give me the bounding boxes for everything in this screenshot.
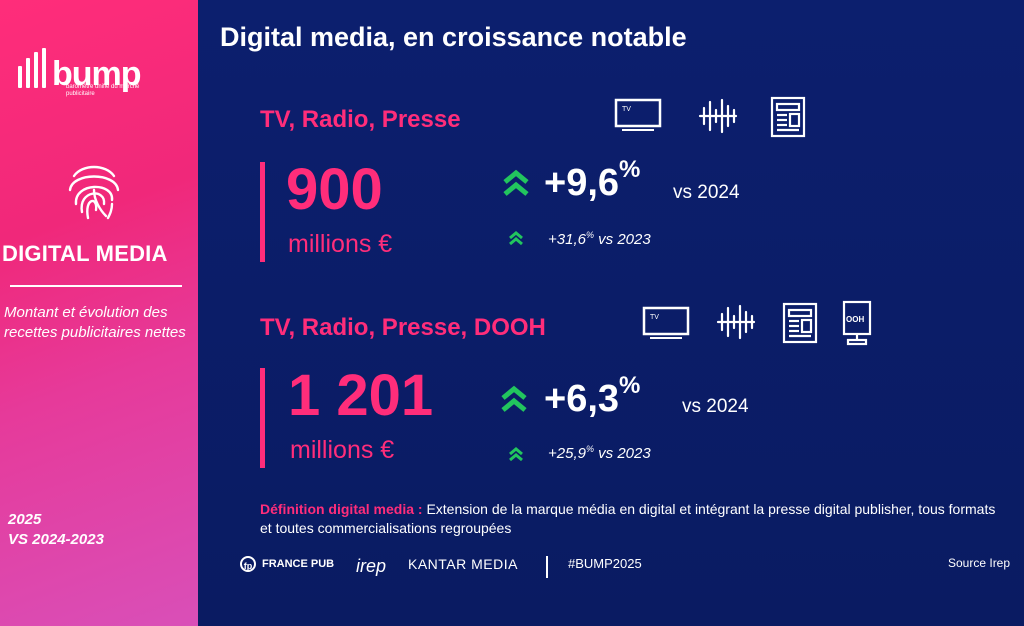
- tv-label: TV: [622, 106, 631, 113]
- years-label: 2025 VS 2024-2023: [8, 510, 104, 550]
- block2-heading: TV, Radio, Presse, DOOH: [260, 314, 546, 341]
- block1-growth2-value: +31,6: [548, 231, 586, 248]
- definition-label: Définition digital media :: [260, 501, 423, 517]
- newspaper-icon: [782, 302, 818, 344]
- block1-growth-vs: vs 2024: [673, 182, 740, 203]
- radio-icon: [698, 98, 738, 134]
- block2-growth2-sup: %: [585, 444, 594, 454]
- double-chevron-up-small-icon: [509, 231, 523, 246]
- block1-accent-bar: [260, 162, 265, 262]
- bump-logo: bump: [18, 48, 142, 93]
- tv-icon: TV: [642, 306, 690, 339]
- dooh-icon: OOH: [842, 300, 872, 346]
- block2-growth2-value: +25,9: [548, 445, 586, 462]
- section-description: Montant et évolution des recettes public…: [4, 304, 186, 341]
- block2-growth2-vs: vs 2023: [593, 445, 651, 462]
- radio-icon: [716, 304, 756, 340]
- block2-accent-bar: [260, 368, 265, 468]
- block2-growth-value: +6,3: [544, 378, 620, 420]
- newspaper-icon: [770, 96, 806, 138]
- source-label: Source Irep: [948, 556, 1011, 570]
- definition-text: Extension de la marque média en digital …: [260, 501, 996, 536]
- block2-growth-sup: %: [619, 372, 641, 399]
- footer-separator: [546, 556, 548, 578]
- block1-amount: 900: [286, 157, 383, 222]
- block1-growth-value: +9,6: [544, 162, 620, 204]
- double-chevron-up-icon: [503, 169, 529, 196]
- block1-unit: millions €: [288, 230, 393, 258]
- france-pub-text: FRANCE PUB: [262, 558, 335, 570]
- block1-growth: +9,6%: [544, 156, 640, 205]
- block2-growth-vs: vs 2024: [682, 396, 749, 417]
- double-chevron-up-icon: [501, 385, 527, 412]
- double-chevron-up-small-icon: [509, 447, 523, 462]
- page-title: Digital media, en croissance notable: [220, 22, 687, 52]
- sidebar: bump baromètre unifié du marché publicit…: [0, 0, 198, 626]
- block1-growth2-vs: vs 2023: [593, 231, 651, 248]
- block1-heading: TV, Radio, Presse: [260, 106, 461, 133]
- block1-growth-sup: %: [619, 156, 641, 183]
- france-pub-logo: fp FRANCE PUB: [240, 556, 334, 572]
- year-line-2: VS 2024-2023: [8, 531, 104, 548]
- logo-bars-icon: [18, 48, 46, 88]
- tv-icon: TV: [614, 98, 662, 131]
- logo-subtitle: baromètre unifié du marché publicitaire: [66, 84, 140, 97]
- block1-growth2-sup: %: [585, 230, 594, 240]
- year-line-1: 2025: [8, 511, 42, 528]
- block2-growth: +6,3%: [544, 372, 640, 421]
- block2-amount: 1 201: [288, 363, 434, 428]
- tv-label: TV: [650, 314, 659, 321]
- irep-logo: irep: [356, 556, 387, 576]
- block1-growth2: +31,6% vs 2023: [548, 230, 651, 248]
- logo-text: bump: [52, 55, 142, 93]
- hashtag: #BUMP2025: [568, 556, 642, 571]
- section-title: DIGITAL MEDIA: [2, 241, 168, 266]
- divider: [10, 285, 182, 287]
- kantar-media-logo: KANTAR MEDIA: [408, 556, 518, 572]
- fingerprint-icon: [68, 165, 120, 220]
- france-pub-mark-icon: fp: [240, 556, 256, 572]
- block2-unit: millions €: [290, 436, 395, 464]
- block2-growth2: +25,9% vs 2023: [548, 444, 651, 462]
- definition: Définition digital media : Extension de …: [260, 500, 1000, 538]
- dooh-label: OOH: [846, 315, 864, 324]
- main-panel: Digital media, en croissance notable TV,…: [198, 0, 1024, 626]
